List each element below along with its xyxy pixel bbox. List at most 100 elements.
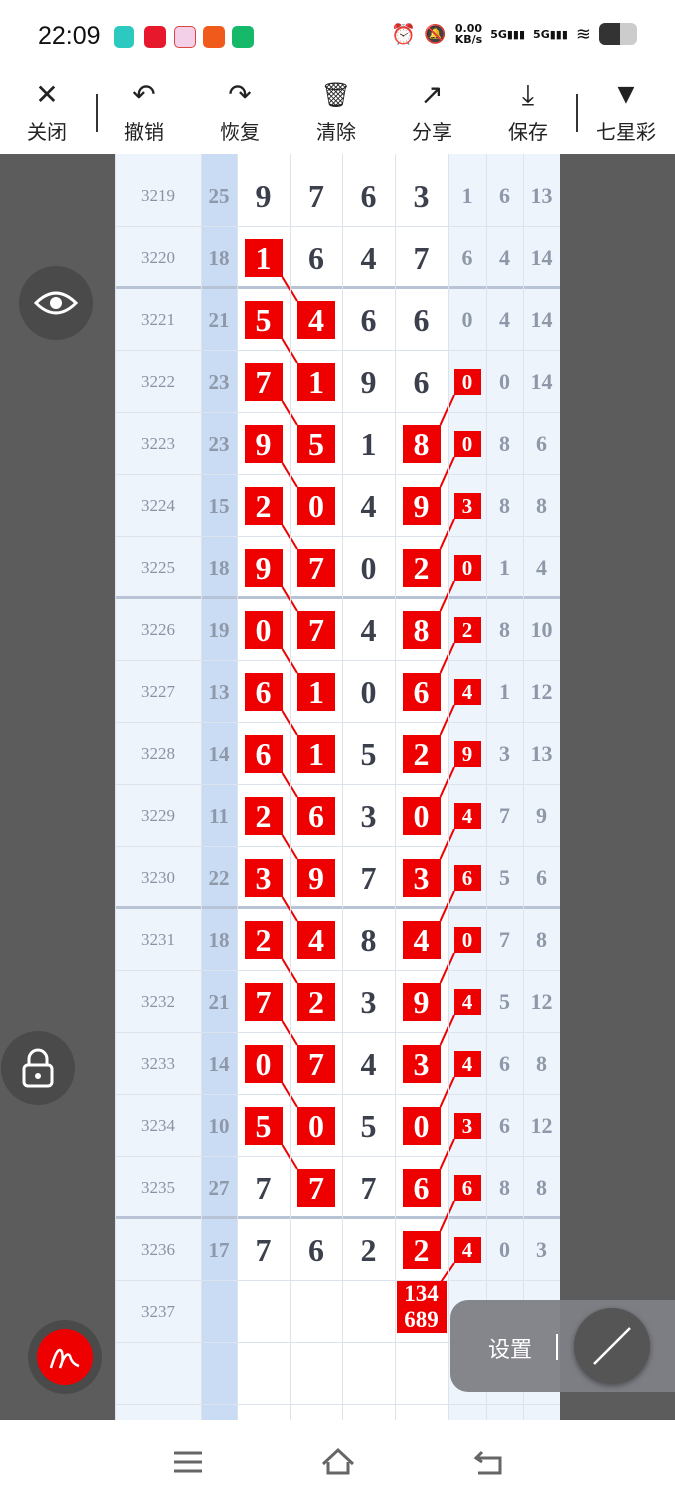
highlighted-cell: 4 <box>448 785 486 847</box>
highlighted-cell: 0 <box>237 1033 290 1095</box>
app-notification-icon <box>232 26 254 48</box>
cell-value: 4 <box>453 679 481 705</box>
cell-value: 15 <box>208 493 230 518</box>
pen-button[interactable] <box>28 1320 102 1394</box>
table-cell: 3 <box>523 1219 560 1281</box>
cell-value: 2 <box>402 1231 441 1269</box>
chart-area[interactable]: 3219 25 9 7 6 3 1 6 13 3220 18 1 6 4 7 6 4 14 3221 21 5 4 6 6 0 4… <box>0 154 675 1420</box>
cell-value: 3237 <box>141 1302 175 1321</box>
table-cell: 10 <box>523 599 560 661</box>
clear-button[interactable]: 🗑 清除 <box>296 78 376 145</box>
table-cell: 25 <box>201 165 237 227</box>
cell-value: 3 <box>453 1113 481 1139</box>
back-icon[interactable] <box>472 1448 504 1476</box>
save-button[interactable]: ⤓ 保存 <box>488 78 568 145</box>
undo-button[interactable]: ↶ 撤销 <box>104 78 184 145</box>
cell-value: 4 <box>297 301 335 339</box>
cell-value: 9 <box>536 803 547 828</box>
close-label: 关闭 <box>27 120 67 144</box>
cell-value: 4 <box>499 307 510 332</box>
highlighted-cell: 4 <box>448 1219 486 1281</box>
prediction-line: 689 <box>404 1307 439 1332</box>
table-cell: 3 <box>395 165 448 227</box>
table-cell: 3226 <box>115 599 201 661</box>
cell-value: 3221 <box>141 310 175 329</box>
cell-value: 2 <box>360 1231 377 1268</box>
highlighted-cell: 1 <box>290 661 342 723</box>
trend-table[interactable]: 3219 25 9 7 6 3 1 6 13 3220 18 1 6 4 7 6 4 14 3221 21 5 4 6 6 0 4… <box>115 154 560 1420</box>
cell-value: 12 <box>530 679 553 704</box>
share-button[interactable]: ↗ 分享 <box>392 78 472 145</box>
visibility-button[interactable] <box>19 266 93 340</box>
cell-value: 3233 <box>141 1054 175 1073</box>
wifi-icon: ≋ <box>575 23 591 45</box>
table-cell: 0 <box>342 661 395 723</box>
table-cell: 6 <box>395 289 448 351</box>
cell-value: 14 <box>208 741 230 766</box>
highlighted-cell: 3 <box>448 475 486 537</box>
cell-value: 25 <box>208 183 230 208</box>
cell-value: 7 <box>244 363 283 401</box>
cell-value: 8 <box>402 611 441 649</box>
highlighted-cell: 6 <box>237 723 290 785</box>
cell-value: 0 <box>297 1107 335 1145</box>
prediction-line: 134 <box>404 1281 439 1306</box>
cell-value: 0 <box>244 611 283 649</box>
table-cell: 1 <box>448 165 486 227</box>
cell-value: 3 <box>402 859 441 897</box>
highlighted-cell: 7 <box>290 1033 342 1095</box>
highlighted-cell: 2 <box>237 785 290 847</box>
highlighted-cell: 0 <box>237 599 290 661</box>
cell-value: 3228 <box>141 744 175 763</box>
cell-value: 3 <box>360 797 377 834</box>
table-cell: 3231 <box>115 909 201 971</box>
lock-button[interactable] <box>1 1031 75 1105</box>
line-tool-button[interactable] <box>574 1308 650 1384</box>
cell-value: 8 <box>402 425 441 463</box>
cell-value: 11 <box>209 803 229 828</box>
highlighted-cell: 2 <box>237 909 290 971</box>
table-cell: 8 <box>486 599 523 661</box>
table-cell: 7 <box>237 1219 290 1281</box>
table-cell: 3236 <box>115 1219 201 1281</box>
cell-value: 9 <box>297 859 335 897</box>
cell-value: 9 <box>244 549 283 587</box>
menu-icon[interactable] <box>172 1450 204 1474</box>
alarm-icon: ⏰ <box>391 22 417 46</box>
cell-value: 8 <box>499 493 510 518</box>
table-row: 3233 14 0 7 4 3 4 6 8 <box>115 1033 560 1095</box>
table-cell: 6 <box>342 289 395 351</box>
table-cell: 10 <box>201 1095 237 1157</box>
settings-button[interactable]: 设置 <box>488 1338 533 1363</box>
table-cell: 7 <box>486 785 523 847</box>
cell-value: 5 <box>297 425 335 463</box>
cell-value: 7 <box>297 1045 335 1083</box>
highlighted-cell: 5 <box>290 413 342 475</box>
table-cell: 6 <box>290 227 342 289</box>
table-cell: 6 <box>448 227 486 289</box>
table-cell: 3223 <box>115 413 201 475</box>
redo-button[interactable]: ↷ 恢复 <box>200 78 280 145</box>
table-cell: 0 <box>342 537 395 599</box>
table-row: 3229 11 2 6 3 0 4 7 9 <box>115 785 560 847</box>
cell-value: 5 <box>244 301 283 339</box>
cell-value: 4 <box>297 921 335 959</box>
highlighted-cell: 7 <box>237 351 290 413</box>
signal-label: 5G <box>533 27 550 41</box>
home-icon[interactable] <box>320 1446 356 1476</box>
close-button[interactable]: ✕ 关闭 <box>7 78 87 145</box>
table-cell: 6 <box>486 165 523 227</box>
cell-value: 8 <box>536 1175 547 1200</box>
table-cell: 11 <box>201 785 237 847</box>
cell-value: 13 <box>530 183 553 208</box>
lottery-dropdown[interactable]: ▼ 七星彩 <box>586 78 666 145</box>
cell-value: 13 <box>208 679 230 704</box>
net-speed: 0.00 KB/s <box>455 23 482 45</box>
share-icon: ↗ <box>420 78 444 111</box>
cell-value: 7 <box>244 983 283 1021</box>
signal-icon: 5G▮▮▮ <box>533 27 568 41</box>
redo-icon: ↷ <box>228 78 252 111</box>
cell-value: 2 <box>297 983 335 1021</box>
table-cell: 4 <box>523 537 560 599</box>
cell-value: 6 <box>536 431 547 456</box>
